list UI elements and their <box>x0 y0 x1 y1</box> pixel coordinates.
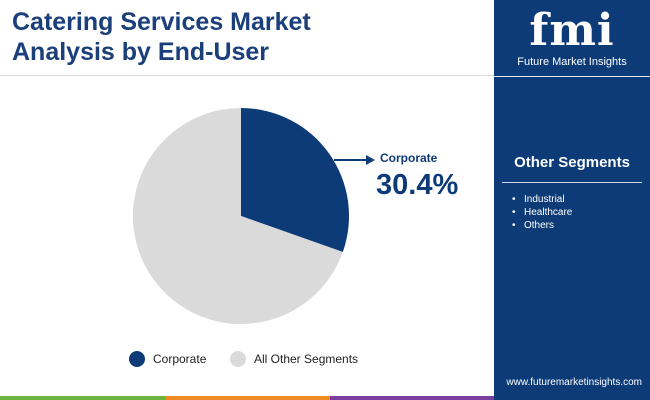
header-divider <box>0 75 494 76</box>
list-item-label: Others <box>524 220 555 231</box>
bottom-color-bar <box>0 396 494 400</box>
legend-label-corporate: Corporate <box>153 352 207 366</box>
sidebar: fmi Future Market Insights Other Segment… <box>494 0 650 400</box>
list-item: • Others <box>510 219 572 232</box>
list-item-label: Industrial <box>524 194 565 205</box>
bullet-icon: • <box>512 207 516 218</box>
list-item: • Healthcare <box>510 206 572 219</box>
other-segments-list: • Industrial • Healthcare • Others <box>510 193 572 232</box>
bar-segment-purple <box>330 396 494 400</box>
list-item-label: Healthcare <box>524 207 573 218</box>
website-link[interactable]: www.futuremarketinsights.com <box>506 377 642 388</box>
bar-segment-green <box>0 396 165 400</box>
title-line-1: Catering Services Market <box>12 8 311 36</box>
sidebar-divider <box>494 76 650 77</box>
logo-text: Future Market Insights <box>517 56 627 68</box>
callout-label: Corporate <box>380 151 438 165</box>
legend-swatch-all-other-segments <box>230 351 246 367</box>
legend-label-all-other-segments: All Other Segments <box>254 352 358 366</box>
pie-slice-all-other-segments <box>133 108 343 324</box>
legend-swatch-corporate <box>129 351 145 367</box>
list-item: • Industrial <box>510 193 572 206</box>
bullet-icon: • <box>512 194 516 205</box>
title-line-2: Analysis by End-User <box>12 38 270 66</box>
pie-slice-corporate <box>241 108 350 252</box>
header: Catering Services Market Analysis by End… <box>0 0 494 75</box>
fmi-logo-mark: fmi <box>529 5 615 56</box>
callout-value: 30.4% <box>376 169 458 201</box>
pie-chart: Corporate 30.4% Corporate All Other Segment… <box>129 108 458 367</box>
main-panel: Catering Services Market Analysis by End… <box>0 0 494 400</box>
bullet-icon: • <box>512 220 516 231</box>
page-title: Catering Services Market Analysis by End… <box>12 7 482 67</box>
callout-arrow-icon <box>366 155 375 165</box>
logo: fmi Future Market Insights <box>494 0 650 75</box>
bar-segment-orange <box>165 396 330 400</box>
other-segments-title: Other Segments <box>514 154 630 171</box>
other-segments-rule <box>502 182 642 183</box>
